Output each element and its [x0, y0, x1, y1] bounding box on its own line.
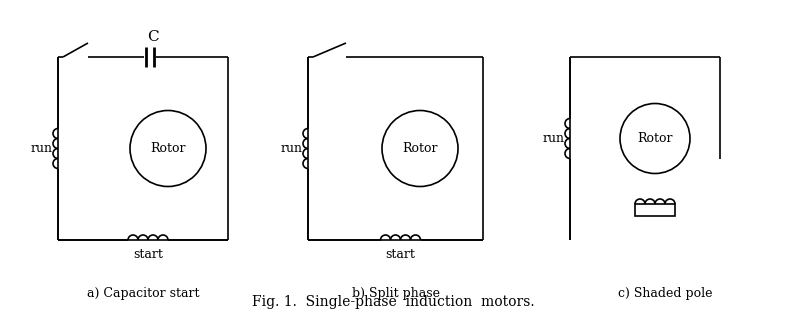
Text: b) Split phase: b) Split phase [351, 287, 439, 300]
Text: run: run [543, 132, 565, 145]
Text: start: start [386, 248, 416, 261]
Text: c) Shaded pole: c) Shaded pole [618, 287, 712, 300]
Text: run: run [31, 142, 53, 155]
Text: run: run [281, 142, 303, 155]
Text: Fig. 1.  Single-phase  induction  motors.: Fig. 1. Single-phase induction motors. [252, 295, 534, 309]
Bar [635, 204, 675, 216]
Text: Rotor: Rotor [150, 142, 185, 155]
Text: start: start [133, 248, 163, 261]
Text: Rotor: Rotor [637, 132, 673, 145]
Text: a) Capacitor start: a) Capacitor start [86, 287, 199, 300]
Text: C: C [147, 30, 159, 44]
Text: Rotor: Rotor [402, 142, 438, 155]
